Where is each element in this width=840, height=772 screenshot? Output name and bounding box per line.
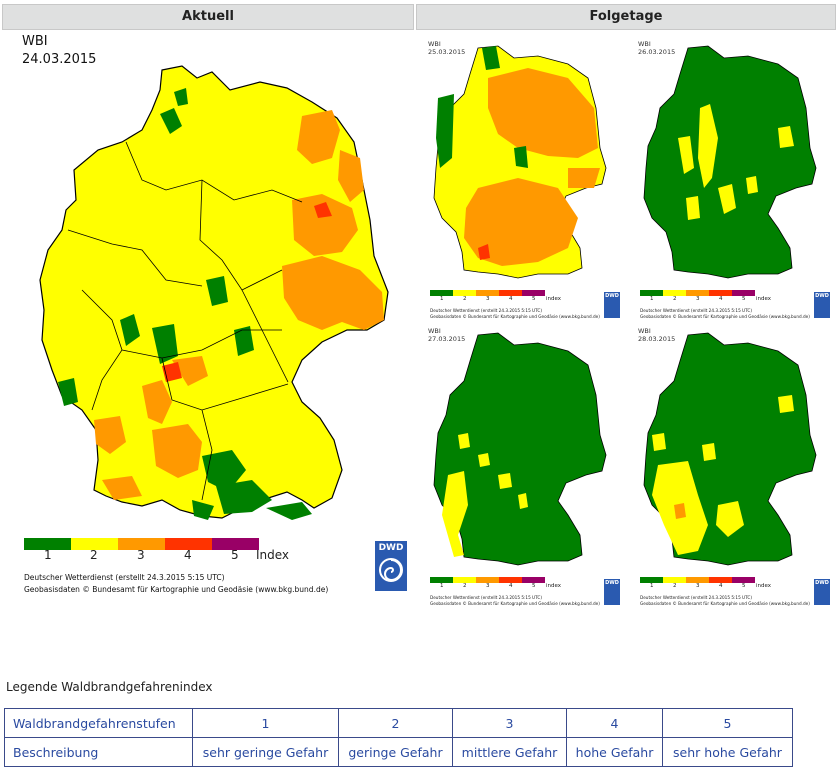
mini-credit-1: Deutscher Wetterdienst (erstellt 24.3.20… (430, 308, 542, 313)
legend-level: 3 (452, 708, 567, 738)
forecast-map-1[interactable]: WBI 25.03.2015 1 2 3 4 5 index Deutscher Wett… (418, 38, 622, 328)
current-wbi-map[interactable]: WBI 24.03.2015 (2, 30, 414, 610)
legend-row-descriptions: Beschreibung sehr geringe Gefahr geringe… (4, 737, 793, 767)
legend-row-levels: Waldbrandgefahrenstufen 1 2 3 4 5 (4, 708, 793, 738)
header-folgetage: Folgetage (416, 4, 836, 30)
dwd-logo-text: DWD (378, 543, 404, 553)
map-date: 24.03.2015 (22, 52, 97, 67)
forecast-map-4[interactable]: WBI 28.03.2015 1 2 3 4 5 index Deutscher Wett… (628, 325, 832, 615)
forecast-title: WBI (638, 40, 651, 48)
legend-description: sehr geringe Gefahr (192, 737, 339, 767)
mini-scale-bar (640, 290, 770, 296)
legend-level: 4 (566, 708, 663, 738)
forecast-map-2[interactable]: WBI 26.03.2015 1 2 3 4 5 index Deutscher Wett… (628, 38, 832, 328)
scale-labels: 1 2 3 4 5 Index (24, 548, 304, 564)
credit-line-1: Deutscher Wetterdienst (erstellt 24.3.20… (24, 573, 225, 582)
mini-germany-map (643, 332, 817, 566)
mini-dwd-logo: DWD (814, 579, 830, 605)
forecast-date: 28.03.2015 (638, 335, 676, 343)
forecast-title: WBI (428, 40, 441, 48)
map-title: WBI (22, 34, 48, 49)
mini-credit-1: Deutscher Wetterdienst (erstellt 24.3.20… (430, 595, 542, 600)
legend-description: hohe Gefahr (566, 737, 663, 767)
forecast-date: 26.03.2015 (638, 48, 676, 56)
mini-dwd-logo: DWD (604, 292, 620, 318)
mini-germany-map (643, 45, 817, 279)
scale-segment-4 (165, 538, 212, 550)
scale-unit: Index (256, 548, 290, 562)
mini-scale-bar (430, 577, 560, 583)
mini-scale-labels: 1 2 3 4 5 index (440, 296, 562, 302)
legend-description: mittlere Gefahr (452, 737, 567, 767)
forecast-map-3[interactable]: WBI 27.03.2015 1 2 3 4 5 index Deutscher Wett… (418, 325, 622, 615)
germany-map-large (39, 65, 389, 520)
dwd-logo: DWD (374, 540, 408, 592)
scale-label: 5 (231, 548, 239, 562)
legend-table: Waldbrandgefahrenstufen 1 2 3 4 5 Beschr… (4, 708, 793, 767)
header-row: Aktuell Folgetage (2, 4, 836, 30)
scale-segment-3 (118, 538, 165, 550)
legend-title: Legende Waldbrandgefahrenindex (6, 680, 213, 694)
mini-dwd-logo: DWD (604, 579, 620, 605)
forecast-title: WBI (638, 327, 651, 335)
mini-credit-2: Geobasisdaten © Bundesamt für Kartograph… (640, 314, 810, 319)
mini-credit-2: Geobasisdaten © Bundesamt für Kartograph… (430, 601, 600, 606)
mini-credit-1: Deutscher Wetterdienst (erstellt 24.3.20… (640, 595, 752, 600)
legend-description: sehr hohe Gefahr (662, 737, 793, 767)
scale-label: 2 (90, 548, 98, 562)
scale-label: 1 (44, 548, 52, 562)
mini-credit-1: Deutscher Wetterdienst (erstellt 24.3.20… (640, 308, 752, 313)
legend-desc-header: Beschreibung (4, 737, 193, 767)
scale-label: 4 (184, 548, 192, 562)
forecast-date: 27.03.2015 (428, 335, 466, 343)
index-scale-bar (24, 538, 264, 550)
scale-segment-2 (71, 538, 118, 550)
mini-credit-2: Geobasisdaten © Bundesamt für Kartograph… (430, 314, 600, 319)
mini-scale-bar (430, 290, 560, 296)
mini-credit-2: Geobasisdaten © Bundesamt für Kartograph… (640, 601, 810, 606)
header-aktuell: Aktuell (2, 4, 414, 30)
legend-description: geringe Gefahr (338, 737, 453, 767)
scale-label: 3 (137, 548, 145, 562)
legend-level: 1 (192, 708, 339, 738)
legend-level: 5 (662, 708, 793, 738)
scale-segment-5 (212, 538, 259, 550)
forecast-title: WBI (428, 327, 441, 335)
scale-segment-1 (24, 538, 71, 550)
mini-scale-labels: 1 2 3 4 5 index (650, 583, 772, 589)
legend-levels-header: Waldbrandgefahrenstufen (4, 708, 193, 738)
mini-scale-labels: 1 2 3 4 5 index (650, 296, 772, 302)
legend-level: 2 (338, 708, 453, 738)
mini-scale-bar (640, 577, 770, 583)
mini-germany-map (433, 332, 607, 566)
mini-germany-map (433, 45, 607, 279)
credit-line-2: Geobasisdaten © Bundesamt für Kartograph… (24, 585, 329, 594)
forecast-date: 25.03.2015 (428, 48, 466, 56)
mini-scale-labels: 1 2 3 4 5 index (440, 583, 562, 589)
dwd-swirl-icon (379, 558, 403, 582)
mini-dwd-logo: DWD (814, 292, 830, 318)
